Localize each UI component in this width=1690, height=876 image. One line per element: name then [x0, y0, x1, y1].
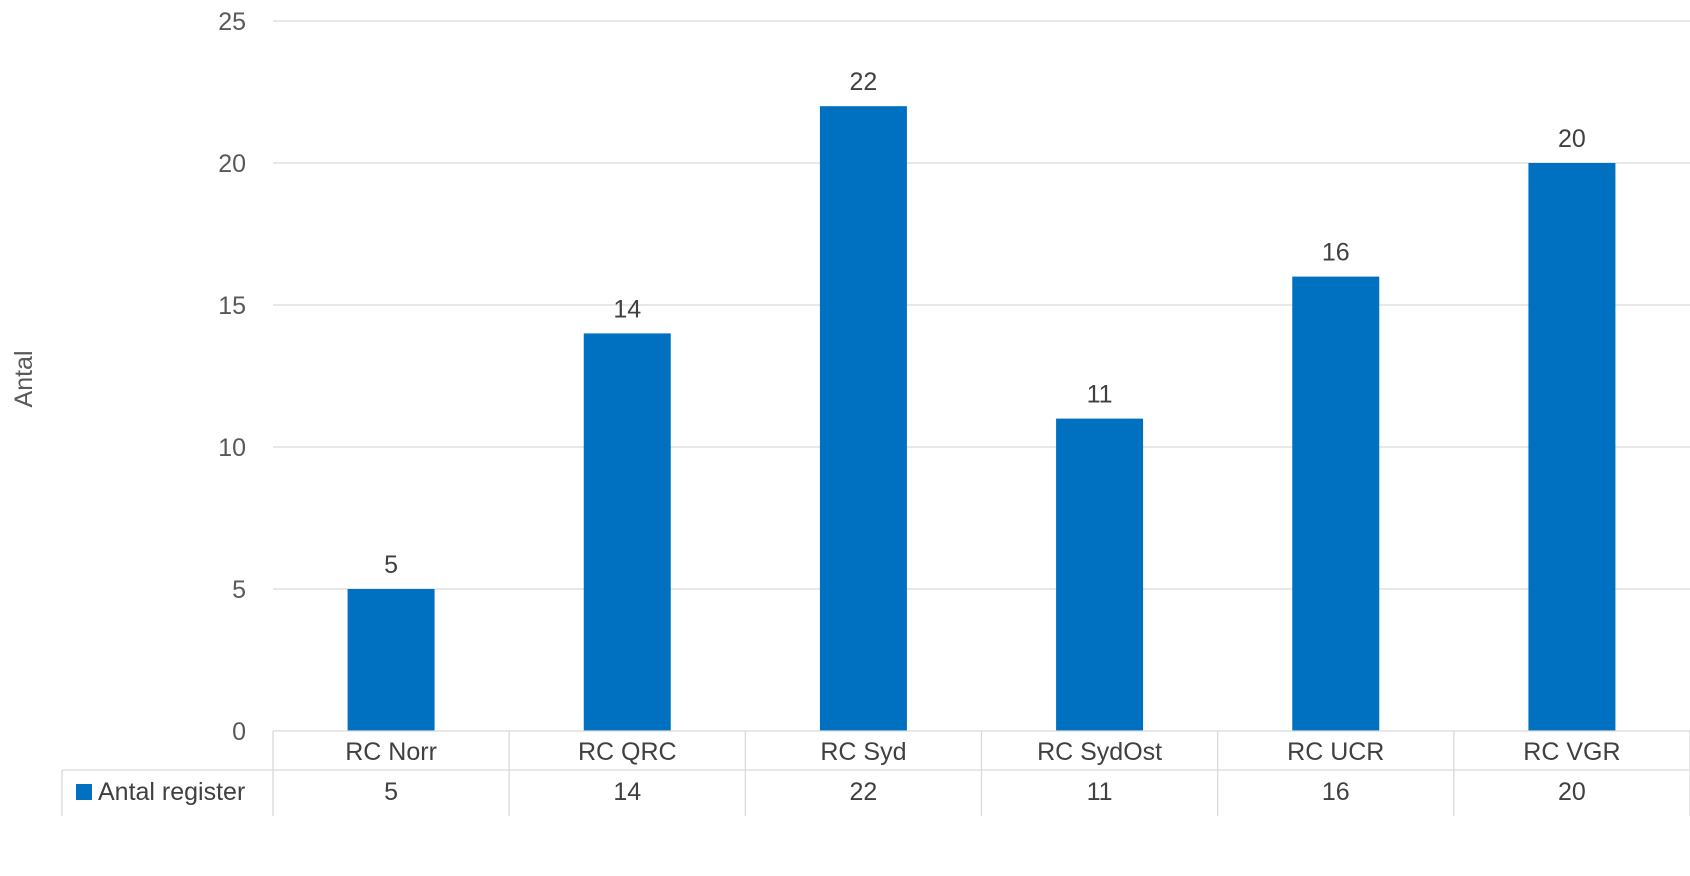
- data-label-0: 5: [384, 551, 398, 579]
- table-value-2: 22: [850, 778, 878, 806]
- bar-0: [347, 589, 435, 731]
- category-label-4: RC UCR: [1287, 738, 1384, 766]
- y-tick-label-5: 5: [232, 576, 246, 604]
- bar-3: [1056, 418, 1144, 731]
- bar-5: [1528, 163, 1616, 731]
- bars: [347, 106, 1616, 731]
- y-axis-title: Antal: [10, 351, 38, 408]
- table-value-5: 20: [1558, 778, 1586, 806]
- table-value-4: 16: [1322, 778, 1350, 806]
- category-label-0: RC Norr: [345, 738, 437, 766]
- y-tick-label-0: 0: [232, 718, 246, 746]
- data-label-4: 16: [1322, 239, 1350, 267]
- y-tick-label-25: 25: [218, 8, 246, 36]
- data-table-values: 5 14 22 11 16 20: [384, 778, 1586, 806]
- y-tick-label-20: 20: [218, 150, 246, 178]
- legend-key-antal-register: [76, 784, 92, 800]
- bar-4: [1292, 276, 1380, 731]
- table-value-1: 14: [613, 778, 641, 806]
- y-tick-label-15: 15: [218, 292, 246, 320]
- y-tick-label-10: 10: [218, 434, 246, 462]
- category-labels: RC Norr RC QRC RC Syd RC SydOst RC UCR RC VGR: [345, 738, 1620, 766]
- legend: Antal register: [76, 778, 245, 806]
- data-label-2: 22: [850, 68, 878, 96]
- category-label-2: RC Syd: [820, 738, 906, 766]
- bar-2: [819, 106, 907, 731]
- legend-label-antal-register: Antal register: [98, 778, 245, 806]
- gridlines: [273, 20, 1690, 590]
- table-value-3: 11: [1087, 778, 1113, 806]
- category-label-5: RC VGR: [1523, 738, 1620, 766]
- data-table-grid: [61, 730, 1690, 816]
- table-value-0: 5: [384, 778, 398, 806]
- data-labels: 5 14 22 11 16 20: [384, 68, 1586, 579]
- y-axis-ticks: 0 5 10 15 20 25: [218, 8, 246, 746]
- data-label-3: 11: [1087, 381, 1113, 409]
- bar-1: [583, 333, 671, 731]
- data-label-1: 14: [613, 295, 641, 323]
- category-label-1: RC QRC: [578, 738, 677, 766]
- data-label-5: 20: [1558, 125, 1586, 153]
- category-label-3: RC SydOst: [1037, 738, 1162, 766]
